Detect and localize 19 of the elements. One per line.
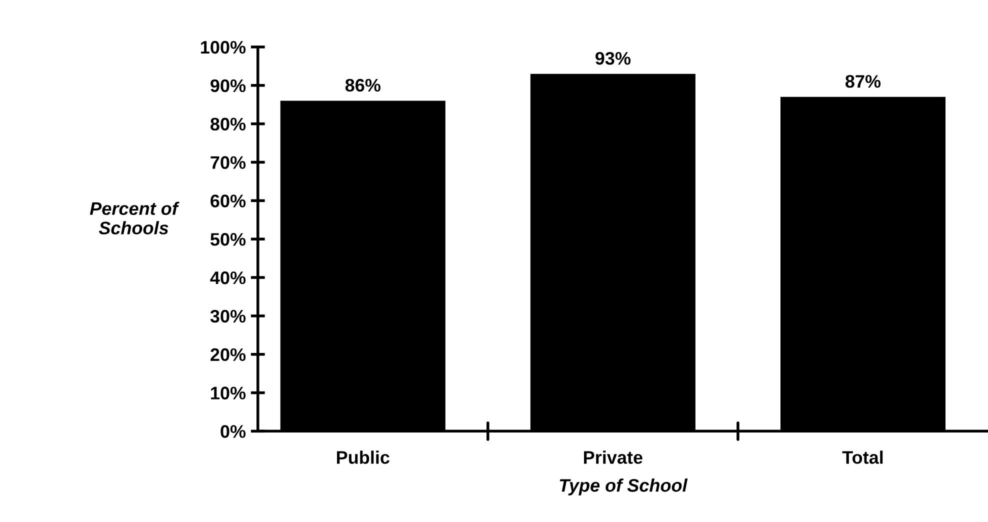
y-axis-title: Percent of Schools	[90, 202, 180, 234]
y-tick-label: 50%	[210, 233, 246, 246]
y-tick-label: 100%	[201, 40, 246, 54]
y-tick-label: 80%	[210, 118, 246, 131]
y-tick-label: 60%	[210, 194, 246, 208]
x-tick-label: Public	[337, 450, 390, 464]
data-label: 93%	[595, 52, 631, 65]
y-tick-label: 40%	[210, 271, 246, 284]
y-tick-label: 30%	[210, 310, 246, 323]
y-tick-label: 70%	[210, 156, 246, 169]
data-label: 86%	[345, 78, 380, 92]
x-tick-label: Total	[842, 450, 883, 464]
y-tick-label: 0%	[220, 425, 246, 438]
y-tick-label: 90%	[210, 79, 246, 92]
x-tick-label: Private	[584, 450, 642, 464]
x-axis-title: Type of School	[560, 478, 688, 496]
y-tick-label: 10%	[211, 386, 246, 400]
y-tick-label: 20%	[210, 348, 246, 362]
data-label: 87%	[845, 75, 881, 88]
